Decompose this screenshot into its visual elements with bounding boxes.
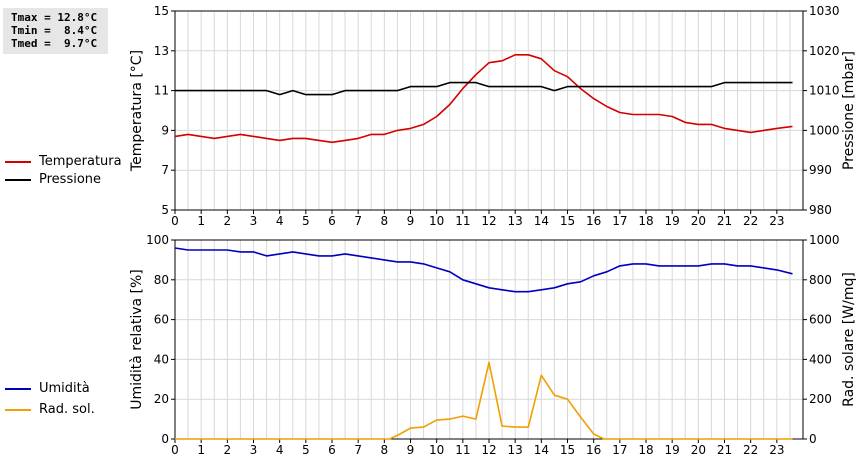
y-tick-label: 0: [161, 432, 169, 446]
x-tick-label: 21: [717, 443, 732, 457]
x-tick-label: 1: [197, 443, 205, 457]
y-axis-label: Umidità relativa [%]: [129, 269, 145, 410]
x-tick-label: 0: [171, 443, 179, 457]
x-tick-label: 1: [197, 214, 205, 228]
x-tick-label: 22: [743, 214, 758, 228]
legend-swatch: [5, 178, 31, 181]
x-tick-label: 7: [354, 214, 362, 228]
y-tick-label: 15: [154, 4, 169, 18]
y2-tick-label: 600: [809, 313, 832, 327]
x-tick-label: 8: [381, 214, 389, 228]
y2-tick-label: 800: [809, 273, 832, 287]
legend-pressure: Pressione: [5, 172, 101, 188]
y-axis-label: Temperatura [°C]: [129, 50, 145, 172]
y2-tick-label: 0: [809, 432, 817, 446]
y-tick-label: 100: [146, 233, 169, 247]
legend-swatch: [5, 387, 31, 390]
x-tick-label: 6: [328, 443, 336, 457]
y-tick-label: 80: [154, 273, 169, 287]
y-tick-label: 11: [154, 84, 169, 98]
stat-tmed: Tmed = 9.7°C: [11, 37, 98, 50]
x-tick-label: 13: [508, 214, 523, 228]
y2-axis-label: Rad. solare [W/mq]: [841, 272, 857, 407]
y-tick-label: 40: [154, 352, 169, 366]
legend-swatch: [5, 408, 31, 411]
stat-tmin: Tmin = 8.4°C: [11, 24, 98, 37]
x-tick-label: 3: [250, 443, 258, 457]
x-tick-label: 15: [560, 214, 575, 228]
y2-tick-label: 1010: [809, 84, 840, 98]
x-tick-label: 22: [743, 443, 758, 457]
y-tick-label: 20: [154, 392, 169, 406]
x-tick-label: 17: [612, 443, 627, 457]
series-line: [174, 247, 793, 293]
x-tick-label: 15: [560, 443, 575, 457]
x-tick-label: 8: [381, 443, 389, 457]
x-tick-label: 16: [586, 214, 601, 228]
legend-solar: Rad. sol.: [5, 402, 95, 418]
x-tick-label: 20: [691, 443, 706, 457]
x-tick-label: 21: [717, 214, 732, 228]
x-tick-label: 2: [224, 214, 232, 228]
x-tick-label: 12: [481, 443, 496, 457]
x-tick-label: 10: [429, 443, 444, 457]
stats-box: Tmax = 12.8°C Tmin = 8.4°C Tmed = 9.7°C: [3, 8, 108, 54]
y-tick-label: 13: [154, 44, 169, 58]
x-tick-label: 23: [769, 443, 784, 457]
y2-tick-label: 1000: [809, 233, 840, 247]
y-tick-label: 7: [161, 163, 169, 177]
y2-tick-label: 980: [809, 203, 832, 217]
y2-tick-label: 990: [809, 163, 832, 177]
series-line: [175, 81, 793, 96]
y-tick-label: 9: [161, 123, 169, 137]
x-tick-label: 2: [224, 443, 232, 457]
legend-swatch: [5, 160, 31, 163]
series-line: [174, 53, 793, 144]
y2-tick-label: 400: [809, 352, 832, 366]
x-tick-label: 23: [769, 214, 784, 228]
series-line: [175, 361, 793, 440]
x-tick-label: 0: [171, 214, 179, 228]
x-tick-label: 11: [455, 214, 470, 228]
y2-axis-label: Pressione [mbar]: [841, 51, 857, 170]
y2-tick-label: 1000: [809, 123, 840, 137]
x-tick-label: 14: [534, 214, 549, 228]
y2-tick-label: 200: [809, 392, 832, 406]
x-tick-label: 5: [302, 443, 310, 457]
stat-tmax: Tmax = 12.8°C: [11, 11, 98, 24]
x-tick-label: 11: [455, 443, 470, 457]
x-tick-label: 17: [612, 214, 627, 228]
y2-tick-label: 1020: [809, 44, 840, 58]
legend-temperature: Temperatura: [5, 154, 122, 170]
x-tick-label: 5: [302, 214, 310, 228]
x-tick-label: 14: [534, 443, 549, 457]
legend-humidity: Umidità: [5, 381, 90, 397]
x-tick-label: 4: [276, 214, 284, 228]
x-tick-label: 6: [328, 214, 336, 228]
x-tick-label: 7: [354, 443, 362, 457]
x-tick-label: 20: [691, 214, 706, 228]
x-tick-label: 18: [638, 443, 653, 457]
y2-tick-label: 1030: [809, 4, 840, 18]
x-tick-label: 9: [407, 214, 415, 228]
x-tick-label: 13: [508, 443, 523, 457]
x-tick-label: 10: [429, 214, 444, 228]
x-tick-label: 16: [586, 443, 601, 457]
x-tick-label: 18: [638, 214, 653, 228]
x-tick-label: 12: [481, 214, 496, 228]
x-tick-label: 19: [665, 443, 680, 457]
x-tick-label: 3: [250, 214, 258, 228]
x-tick-label: 19: [665, 214, 680, 228]
y-tick-label: 5: [161, 203, 169, 217]
x-tick-label: 9: [407, 443, 415, 457]
y-tick-label: 60: [154, 313, 169, 327]
x-tick-label: 4: [276, 443, 284, 457]
